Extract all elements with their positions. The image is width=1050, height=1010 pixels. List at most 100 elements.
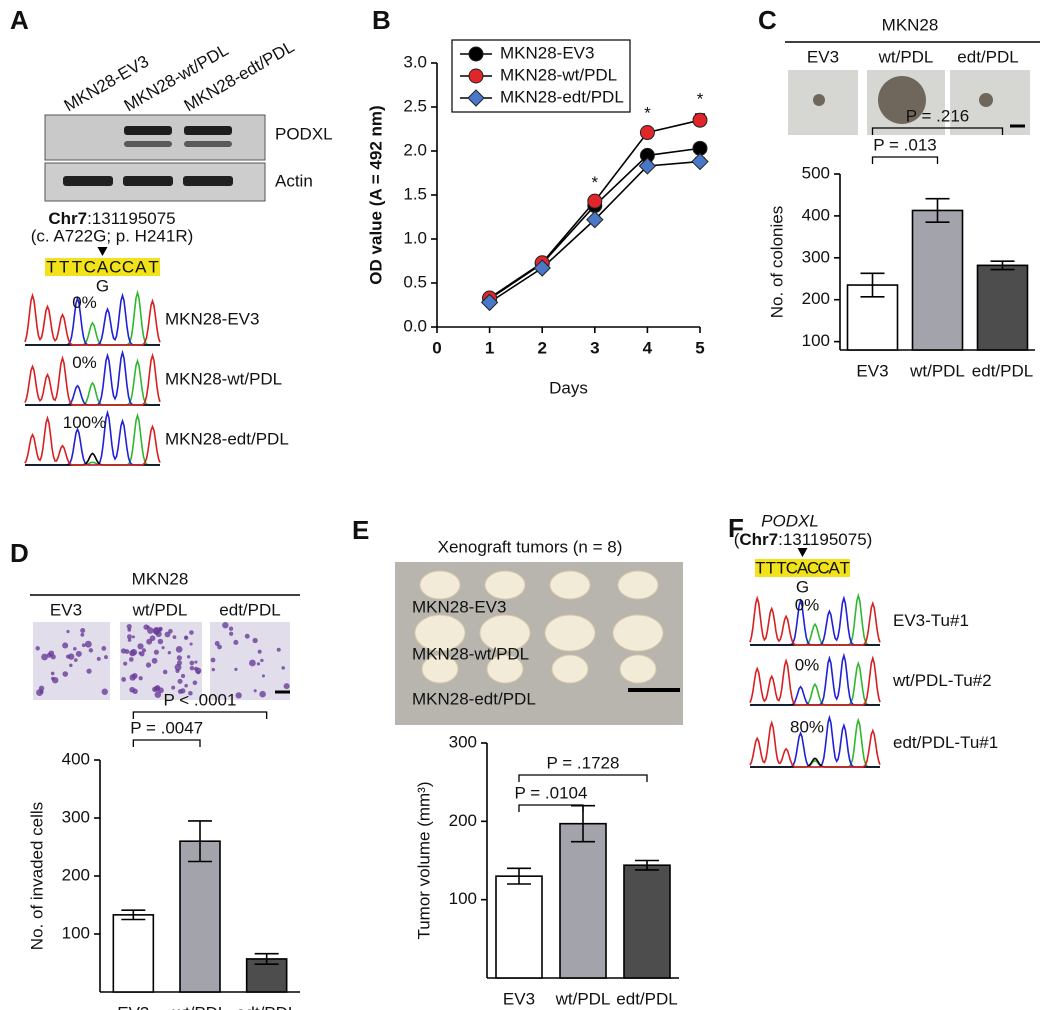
cell (181, 673, 186, 679)
cell (229, 631, 234, 636)
arrow (797, 548, 808, 557)
bar (976, 264, 1029, 351)
point (587, 193, 603, 209)
p-value: P = .216 (906, 106, 970, 125)
image-label: wt/PDL (878, 47, 934, 66)
cell (176, 660, 183, 666)
x-tick-label: wt/PDL (555, 989, 611, 1008)
trace (750, 757, 880, 768)
alt-base: G (96, 276, 109, 295)
cell (171, 685, 176, 690)
y-tick-label: 2.5 (403, 96, 427, 115)
annotation: * (644, 104, 651, 123)
percent: 100% (63, 413, 106, 432)
cell (138, 651, 142, 655)
base: T (72, 257, 82, 276)
cell (233, 639, 239, 646)
cell (68, 653, 75, 660)
p-value: P < .0001 (164, 690, 237, 709)
colony (878, 76, 926, 124)
cell (41, 653, 48, 661)
cell (161, 646, 165, 650)
tumor (419, 570, 461, 600)
cell (73, 658, 78, 662)
sequence-box (45, 258, 160, 276)
cell (66, 629, 70, 634)
cell (256, 662, 261, 666)
cell (167, 650, 172, 655)
cell (188, 690, 193, 696)
cell (130, 648, 138, 656)
cell (235, 692, 242, 699)
cell (162, 669, 168, 675)
annotation: * (591, 173, 598, 192)
tumor (479, 614, 531, 652)
tumor (484, 570, 526, 600)
y-tick-label: 1.0 (403, 228, 427, 247)
base: T (840, 558, 850, 577)
cell (123, 661, 128, 666)
cell (234, 667, 238, 671)
x-tick-label: EV3 (503, 989, 535, 1008)
cell (101, 688, 108, 695)
band (63, 176, 113, 186)
cell (39, 689, 44, 694)
x-axis-label: Days (549, 378, 588, 397)
arrow (97, 247, 108, 256)
row-label: MKN28-EV3 (412, 597, 506, 616)
cell (249, 659, 256, 667)
trace-label: MKN28-edt/PDL (165, 430, 289, 449)
trace (25, 452, 160, 466)
cell (51, 676, 59, 684)
cell (80, 628, 86, 634)
trace-label: MKN28-EV3 (165, 310, 259, 329)
trace (24, 292, 161, 346)
band (184, 141, 232, 147)
x-tick-label: wt/PDL (172, 1003, 228, 1010)
legend-label: MKN28-EV3 (500, 43, 594, 62)
p-value: P = .0104 (515, 783, 588, 802)
cell (75, 650, 82, 657)
x-tick-label: 1 (485, 338, 494, 357)
base: C (786, 558, 798, 577)
y-tick-label: 200 (449, 811, 477, 830)
locus-part: Chr7 (739, 530, 778, 549)
lane-label: MKN28-edt/PDL (181, 37, 298, 115)
cell (177, 678, 183, 684)
row-label: MKN28-edt/PDL (412, 689, 536, 708)
cell (121, 677, 127, 682)
cell (192, 680, 198, 686)
alt-base: G (796, 577, 809, 596)
y-tick-label: 2.0 (403, 140, 427, 159)
y-tick-label: 100 (62, 923, 90, 942)
cell (194, 660, 198, 664)
point (638, 157, 657, 175)
point (480, 293, 499, 312)
percent: 0% (795, 655, 820, 674)
image-label: edt/PDL (957, 47, 1018, 66)
cell (48, 650, 55, 657)
y-tick-label: 300 (62, 807, 90, 826)
x-tick-label: EV3 (117, 1003, 149, 1010)
x-tick-label: EV3 (856, 361, 888, 380)
cell (257, 649, 262, 654)
cell (127, 638, 132, 642)
percent: 0% (72, 293, 97, 312)
cell (164, 631, 171, 638)
y-axis-label: No. of colonies (767, 206, 786, 318)
bar (911, 209, 964, 351)
p-value: P = .0047 (130, 718, 203, 737)
y-tick-label: 3.0 (403, 52, 427, 71)
legend-marker (467, 89, 485, 107)
band (184, 126, 232, 135)
y-tick-label: 400 (62, 749, 90, 768)
image-label: edt/PDL (219, 600, 280, 619)
image-label: EV3 (50, 600, 82, 619)
x-tick-label: edt/PDL (616, 989, 677, 1008)
y-axis-label: No. of invaded cells (27, 802, 46, 950)
blot (44, 114, 266, 161)
sequence-box (755, 559, 850, 577)
cell (50, 671, 55, 676)
locus: (Chr7:131195075) (734, 530, 873, 549)
panel-label: A (10, 5, 29, 35)
